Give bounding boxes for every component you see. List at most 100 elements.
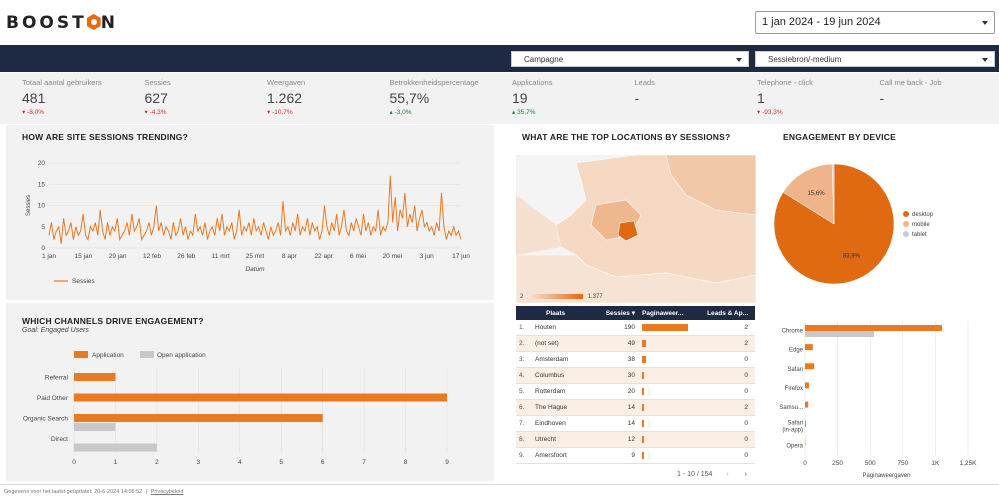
- x-tick-label: 500: [865, 460, 876, 467]
- x-tick-label: 6 mei: [350, 253, 366, 260]
- map-region-south: [516, 254, 756, 303]
- browser-bar: [805, 420, 807, 427]
- row-index: 5.: [519, 388, 525, 395]
- col-plaats[interactable]: Plaats: [546, 309, 566, 317]
- y-tick-label: 15: [38, 181, 46, 188]
- col-sessies[interactable]: Sessies ▾: [605, 310, 635, 317]
- legend-label: mobile: [912, 222, 930, 228]
- table-row[interactable]: 4. Columbus 30 0: [516, 368, 755, 384]
- x-axis-title: Paginaweergaven: [862, 473, 910, 479]
- logo-hex-icon: [86, 14, 101, 30]
- x-tick-label: 17 jun: [452, 253, 470, 260]
- table-row[interactable]: 8. Utrecht 12 0: [516, 432, 755, 448]
- sessions-panel: [6, 125, 494, 300]
- category-label: Direct: [51, 436, 68, 443]
- table-row[interactable]: 6. The Hague 14 2: [516, 400, 755, 416]
- category-label: Referral: [45, 374, 69, 381]
- x-tick-label: 250: [832, 460, 843, 467]
- pie-slice-mobile: [782, 163, 835, 225]
- application-bar: [74, 373, 116, 381]
- legend-label: desktop: [912, 212, 934, 218]
- x-tick-label: 0: [72, 459, 76, 466]
- x-tick-label: 8 apr: [282, 253, 298, 260]
- netherlands-map[interactable]: [516, 155, 756, 303]
- prev-page-icon[interactable]: ‹: [726, 471, 729, 478]
- next-page-icon[interactable]: ›: [744, 471, 748, 478]
- row-pageviews: [639, 388, 696, 395]
- kpi-label: Leads: [634, 78, 655, 87]
- legend-label: tablet: [912, 232, 927, 238]
- x-tick-label: 5: [279, 459, 283, 466]
- source-filter-label: Sessiebron/-medium: [768, 55, 842, 64]
- row-city: Columbus: [535, 372, 565, 379]
- kpi-value: -: [879, 90, 885, 106]
- row-pageviews: [639, 436, 696, 443]
- x-tick-label: 1 jan: [42, 253, 56, 260]
- x-tick-label: 3 jun: [420, 253, 434, 260]
- kpi-arrow-icon: ▾: [22, 109, 28, 116]
- table-row[interactable]: 9. Amersfoort 9 0: [516, 448, 755, 464]
- col-paginaweergaven[interactable]: Paginaweer...: [642, 309, 684, 317]
- x-tick-label: 11 mrt: [212, 253, 230, 260]
- table-row[interactable]: 2. (not set) 49 2: [516, 336, 755, 352]
- browser-bar: [805, 363, 815, 370]
- footer: Gegevens voor het laatst geüpdatet: 20-6…: [0, 484, 999, 501]
- sessions-title: HOW ARE SITE SESSIONS TRENDING?: [22, 132, 188, 142]
- row-index: 6.: [519, 404, 525, 411]
- open-application-bar: [74, 443, 157, 452]
- kpi-label: Call me back - Job: [879, 78, 942, 87]
- map-scale-min: 2: [520, 294, 524, 300]
- kpi-value: 627: [144, 90, 168, 106]
- row-pageviews: [639, 356, 696, 363]
- table-row[interactable]: 1. Houten 190 2: [516, 320, 755, 336]
- channels-bar-chart: Application Open application 0 1 2 3 4 5 6 7 8 9 Ref…: [23, 351, 449, 466]
- legend-swatch: [903, 211, 909, 217]
- row-leads: 2: [744, 324, 748, 331]
- kpi-card: Weergaven 1.262 ▾ -10,7%: [267, 78, 387, 116]
- date-range-value: 1 jan 2024 - 19 jun 2024: [762, 16, 881, 28]
- kpi-change: ▴ -3,0%: [390, 108, 510, 116]
- category-label: (in-app): [782, 427, 803, 433]
- kpi-card: Call me back - Job -: [880, 78, 999, 108]
- channels-title: WHICH CHANNELS DRIVE ENGAGEMENT?: [22, 316, 204, 326]
- category-label: Opera: [786, 443, 803, 449]
- legend-open-application-swatch: [140, 351, 154, 358]
- pageviews-bar: [642, 452, 644, 459]
- campaign-filter[interactable]: Campagne: [511, 51, 749, 67]
- y-tick-label: 0: [41, 245, 45, 252]
- source-medium-filter[interactable]: Sessiebron/-medium: [755, 51, 995, 67]
- x-tick-label: 3: [197, 459, 201, 466]
- y-tick-label: 10: [38, 203, 46, 210]
- kpi-change-value: -93,3%: [762, 109, 783, 116]
- category-label: Samsu...: [779, 405, 803, 411]
- x-tick-label: 4: [238, 459, 242, 466]
- kpi-strip: [0, 73, 999, 124]
- browser-bar: [805, 325, 942, 331]
- table-row[interactable]: 3. Amsterdam 38 0: [516, 352, 755, 368]
- x-tick-label: 1,25K: [960, 460, 978, 467]
- row-leads: 0: [744, 388, 748, 395]
- kpi-change: ▾ -4,3%: [145, 108, 265, 116]
- row-city: Amsterdam: [535, 356, 569, 363]
- y-tick-label: 20: [38, 160, 46, 167]
- chevron-down-icon: [982, 21, 988, 25]
- row-pageviews: [639, 404, 696, 411]
- kpi-card: Totaal aantal gebruikers 481 ▾ -8,0%: [22, 78, 142, 116]
- row-pageviews: [639, 420, 696, 427]
- kpi-label: Applications: [512, 78, 553, 87]
- map-scale-gradient: [528, 294, 584, 299]
- date-range-selector[interactable]: 1 jan 2024 - 19 jun 2024: [755, 11, 995, 34]
- pageviews-bar: [642, 340, 646, 347]
- col-leads[interactable]: Leads & Ap...: [707, 309, 748, 317]
- category-label: Firefox: [785, 386, 803, 392]
- privacy-link[interactable]: Privacybeleid: [150, 489, 184, 495]
- row-index: 1.: [519, 324, 525, 331]
- channels-subtitle: Goal: Engaged Users: [22, 327, 89, 334]
- row-city: (not set): [535, 340, 559, 347]
- row-pageviews: [639, 372, 696, 379]
- table-row[interactable]: 7. Eindhoven 14 0: [516, 416, 755, 432]
- table-row[interactable]: 5. Rotterdam 20 0: [516, 384, 755, 400]
- device-title: ENGAGEMENT BY DEVICE: [783, 132, 896, 142]
- kpi-change-value: -4,3%: [149, 109, 167, 116]
- kpi-arrow-icon: ▴: [512, 109, 518, 116]
